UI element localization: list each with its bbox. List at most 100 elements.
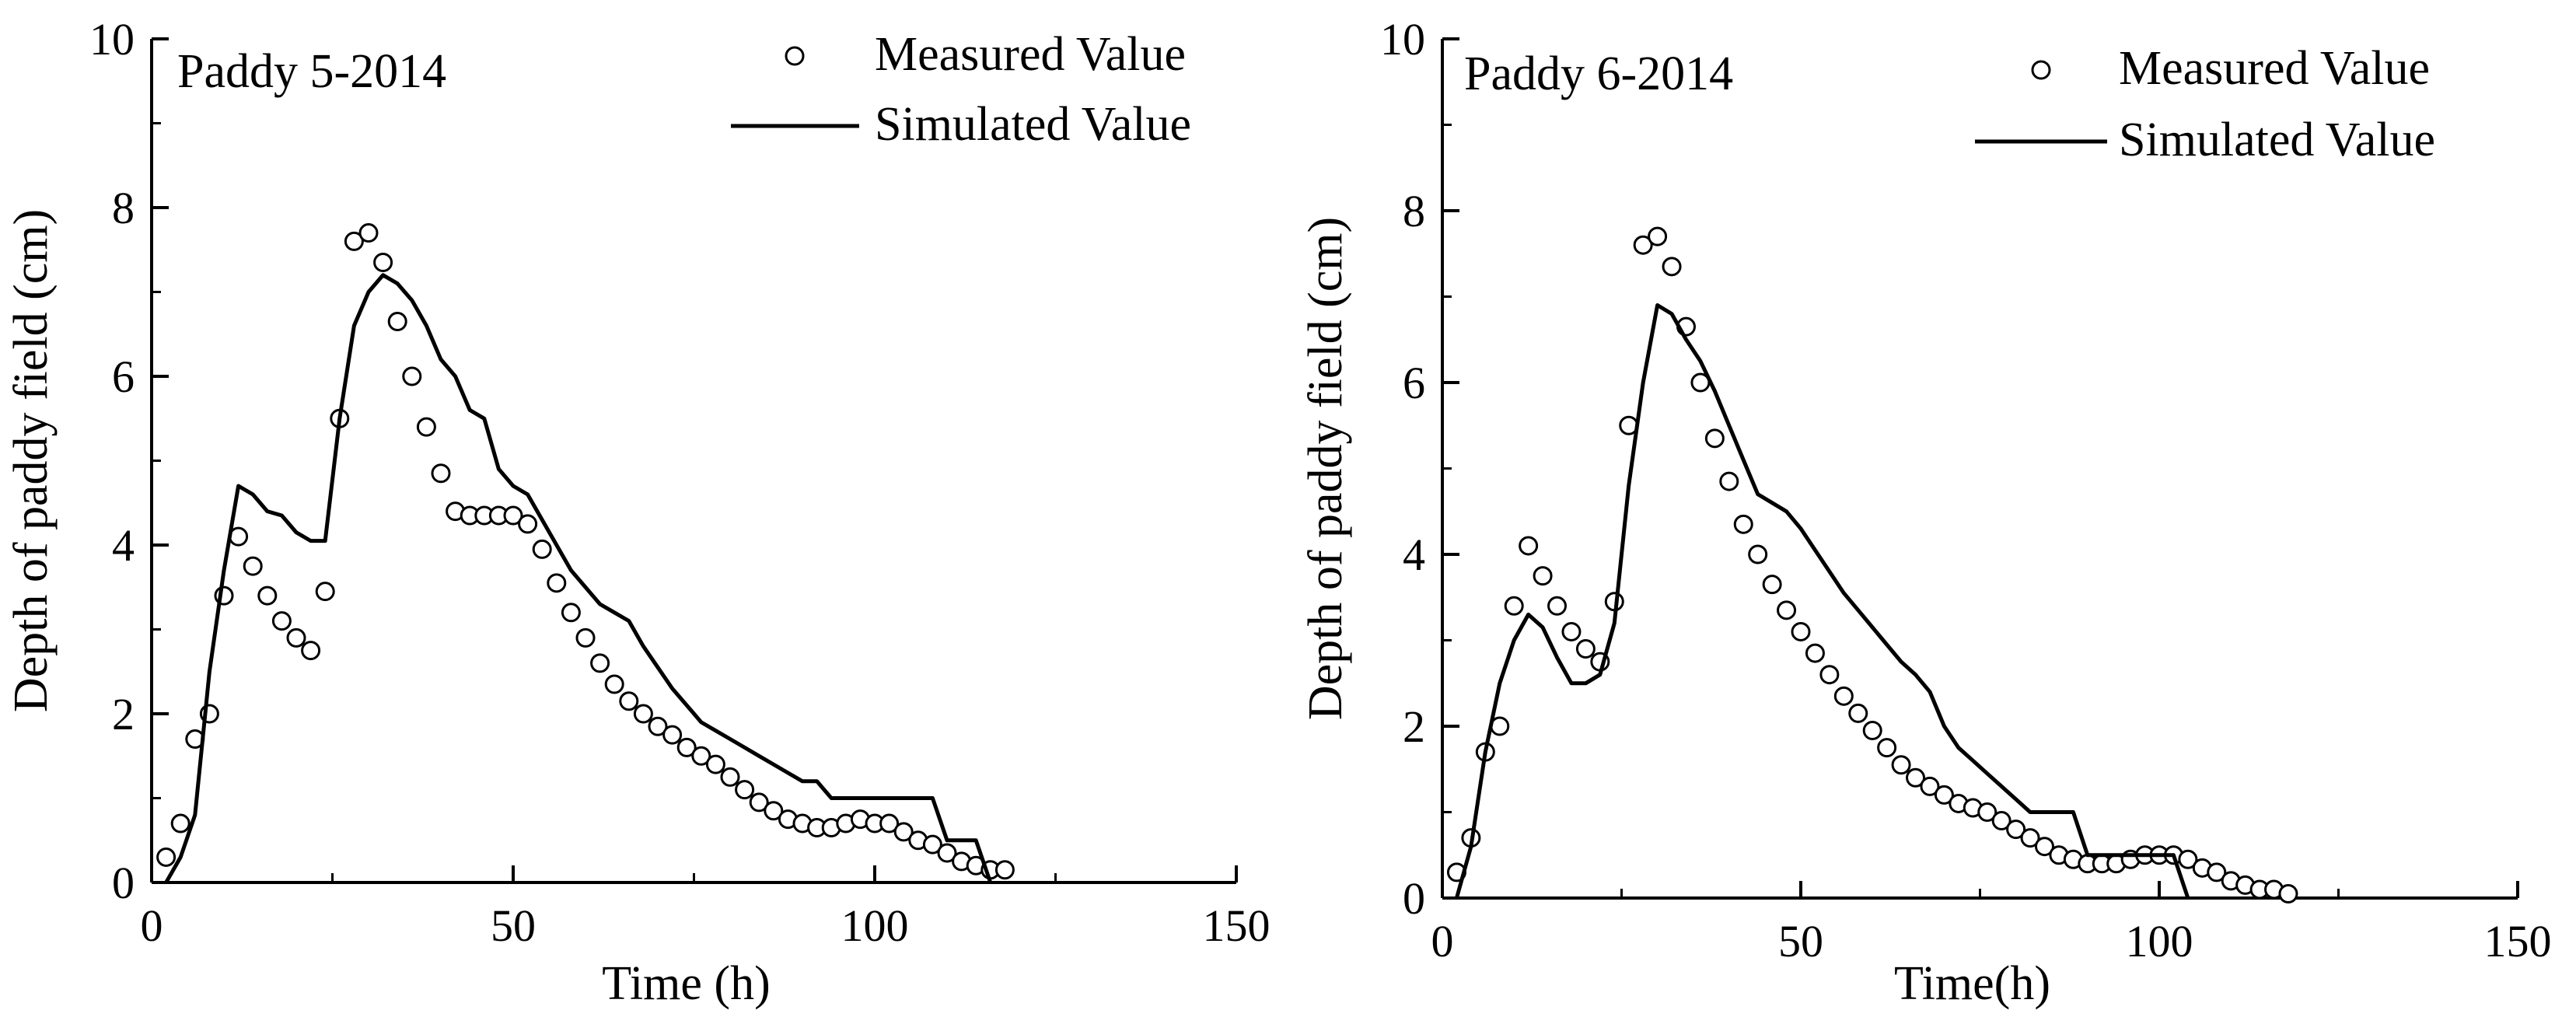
panel-title: Paddy 5-2014	[177, 45, 446, 98]
measured-point	[402, 366, 422, 386]
measured-point	[518, 514, 538, 534]
measured-point	[1805, 643, 1825, 663]
measured-point	[648, 716, 668, 736]
measured-point	[344, 231, 364, 251]
y-tick-label: 0	[112, 858, 135, 908]
measured-point	[373, 253, 393, 273]
measured-point	[1575, 639, 1596, 659]
measured-point	[575, 627, 596, 648]
y-axis-label: Depth of paddy field (cm)	[1299, 217, 1352, 720]
measured-point	[358, 223, 379, 243]
x-tick-label: 100	[841, 900, 909, 951]
x-axis-label: Time (h)	[602, 957, 770, 1010]
y-axis-label: Depth of paddy field (cm)	[5, 209, 58, 712]
measured-point	[1633, 235, 1653, 255]
measured-point	[1704, 428, 1725, 449]
simulated-line	[164, 273, 993, 884]
y-tick-label: 6	[1403, 358, 1425, 408]
measured-point	[271, 611, 292, 631]
y-tick-label: 0	[1403, 873, 1425, 924]
measured-point	[922, 834, 942, 854]
y-tick-label: 10	[1380, 14, 1425, 65]
measured-point	[619, 691, 639, 711]
legend-label-measured: Measured Value	[2119, 42, 2430, 95]
legend-label-measured: Measured Value	[875, 28, 1186, 81]
measured-point	[705, 754, 725, 774]
measured-point	[764, 801, 784, 821]
measured-point	[1662, 257, 1682, 277]
legend: Measured Value Simulated Value	[1975, 42, 2435, 166]
y-tick-label: 6	[112, 351, 135, 402]
measured-point	[1748, 544, 1768, 564]
measured-point	[1848, 703, 1868, 723]
y-tick-label: 8	[1403, 186, 1425, 236]
measured-point	[387, 311, 407, 331]
measured-point	[1561, 621, 1582, 641]
measured-point	[1934, 785, 1954, 805]
measured-point	[2207, 862, 2227, 882]
measured-point	[1991, 811, 2012, 831]
measured-point	[1648, 226, 1668, 246]
measured-point	[243, 556, 263, 576]
x-tick-label: 150	[1203, 900, 1271, 951]
measured-point	[1762, 575, 1782, 595]
measured-point	[156, 847, 177, 867]
panel-title: Paddy 6-2014	[1464, 47, 1733, 100]
measured-point	[2020, 828, 2040, 848]
measured-point	[2006, 820, 2026, 840]
measured-point	[286, 627, 306, 648]
measured-point	[2034, 837, 2054, 857]
legend: Measured Value Simulated Value	[731, 28, 1191, 151]
measured-point	[1533, 566, 1553, 586]
measured-point	[1891, 755, 1911, 775]
measured-point	[1504, 596, 1524, 616]
measured-point	[735, 780, 755, 800]
measured-point	[994, 860, 1015, 880]
measured-point	[1777, 600, 1797, 620]
x-tick-label: 100	[2126, 916, 2193, 966]
measured-point	[315, 582, 335, 602]
legend-marker-measured	[785, 46, 805, 66]
measured-point	[1862, 721, 1882, 741]
x-tick-label: 0	[141, 900, 163, 951]
y-tick-label: 4	[112, 520, 135, 571]
measured-point	[662, 725, 683, 745]
measured-point	[676, 737, 697, 757]
measured-point	[2178, 849, 2198, 869]
x-axis-label: Time(h)	[1894, 957, 2050, 1010]
measured-point	[1977, 802, 1998, 822]
simulated-line	[1454, 303, 2190, 899]
x-tick-label: 50	[1778, 916, 1823, 966]
measured-point	[1906, 767, 1926, 788]
y-tick-label: 2	[1403, 701, 1425, 752]
measured-point	[1833, 686, 1854, 706]
measured-point	[301, 641, 321, 661]
measured-point	[893, 822, 914, 842]
measured-point	[633, 704, 653, 724]
measured-point	[691, 746, 711, 766]
y-tick-label: 4	[1403, 529, 1425, 580]
series-simulated-value	[1454, 303, 2190, 899]
measured-point	[879, 813, 900, 834]
measured-point	[561, 603, 581, 623]
measured-point	[431, 463, 451, 484]
measured-point	[749, 792, 769, 813]
measured-point	[503, 505, 523, 526]
measured-point	[547, 573, 567, 593]
measured-point	[590, 653, 610, 673]
measured-point	[604, 674, 624, 694]
measured-point	[2278, 883, 2298, 903]
measured-point	[170, 813, 190, 834]
measured-point	[1877, 738, 1897, 758]
measured-point	[257, 585, 278, 606]
measured-point	[937, 843, 957, 863]
legend-label-simulated: Simulated Value	[2119, 114, 2435, 166]
measured-point	[1719, 471, 1739, 491]
x-tick-label: 0	[1431, 916, 1454, 966]
measured-point	[720, 767, 740, 787]
legend-label-simulated: Simulated Value	[875, 98, 1191, 151]
series-measured-value	[1446, 226, 2298, 903]
